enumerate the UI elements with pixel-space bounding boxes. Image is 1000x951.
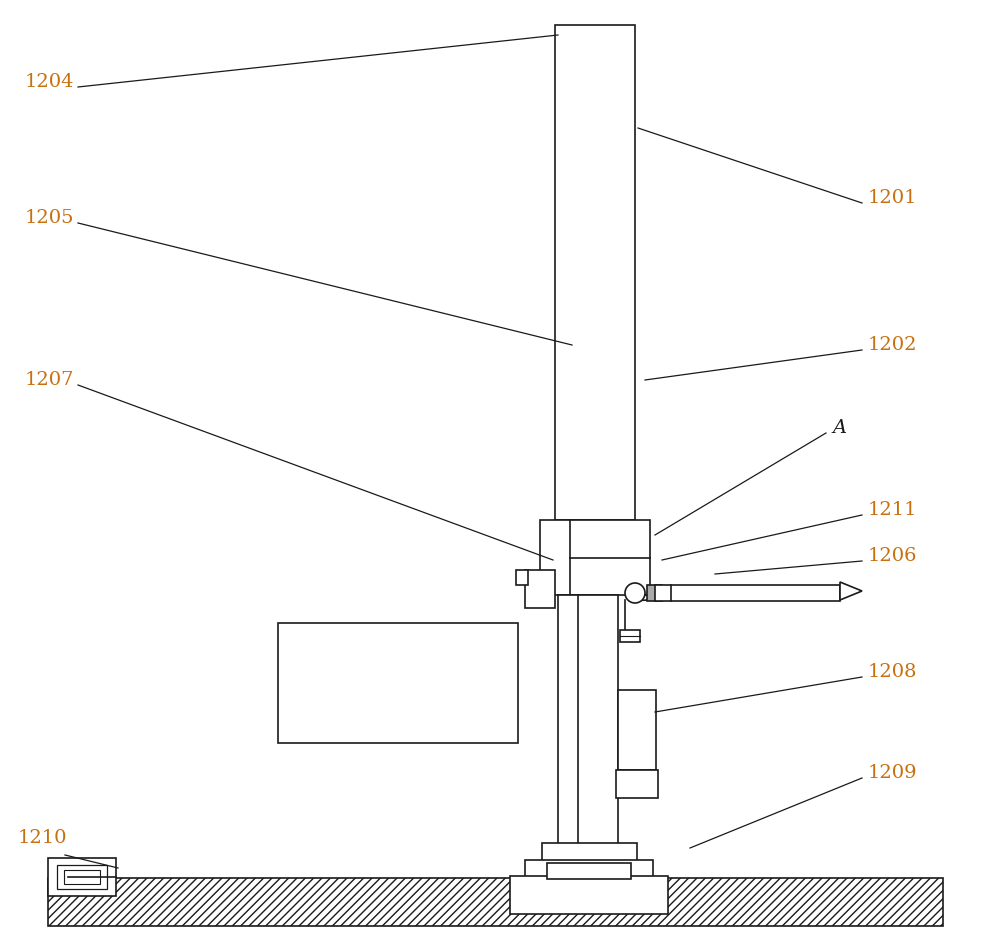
Bar — [647, 585, 662, 601]
Text: 1207: 1207 — [25, 371, 74, 389]
Bar — [525, 860, 653, 878]
Bar — [48, 878, 943, 926]
Bar — [555, 25, 635, 520]
Text: 1205: 1205 — [25, 209, 74, 227]
Circle shape — [625, 583, 645, 603]
Text: 1206: 1206 — [868, 547, 918, 565]
Bar — [542, 843, 637, 873]
Bar — [510, 876, 668, 914]
Bar — [525, 570, 555, 608]
Bar — [620, 630, 640, 642]
Bar — [616, 770, 658, 798]
Bar — [48, 858, 116, 896]
Bar — [618, 690, 656, 770]
Text: 1201: 1201 — [868, 189, 918, 207]
Polygon shape — [840, 582, 862, 600]
Text: 1209: 1209 — [868, 764, 918, 782]
Bar — [64, 870, 100, 884]
Text: A: A — [832, 419, 846, 437]
Text: 1202: 1202 — [868, 336, 918, 354]
Bar — [655, 585, 840, 601]
Bar — [558, 595, 618, 863]
Bar — [516, 570, 528, 585]
Bar — [540, 520, 650, 595]
Bar — [547, 863, 631, 879]
Bar — [57, 865, 107, 889]
Text: 1208: 1208 — [868, 663, 918, 681]
Bar — [278, 623, 518, 743]
Text: 1211: 1211 — [868, 501, 918, 519]
Text: 1204: 1204 — [25, 73, 74, 91]
Text: 1210: 1210 — [18, 829, 68, 847]
